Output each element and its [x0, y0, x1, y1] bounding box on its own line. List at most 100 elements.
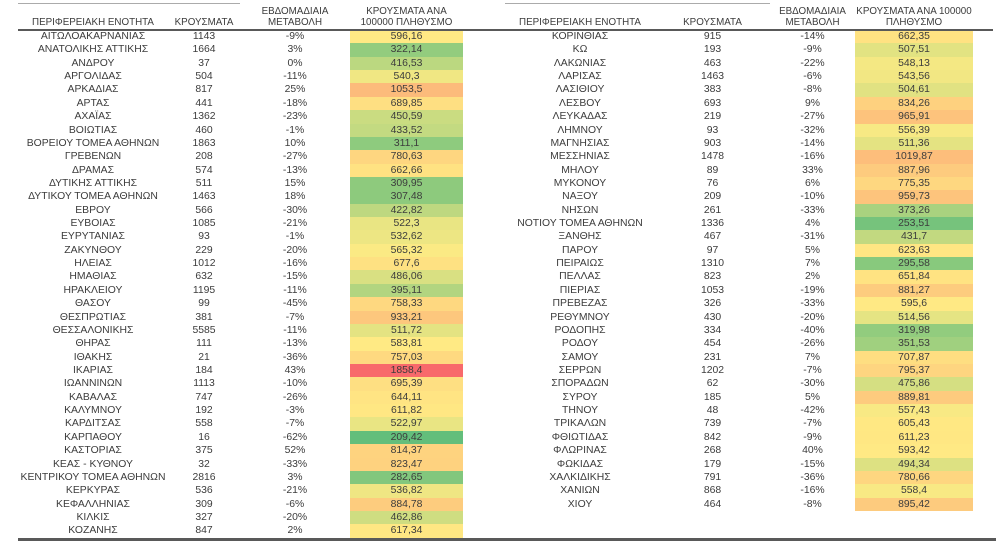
cases-cell: 1310: [700, 258, 725, 270]
region-name-cell: ΠΕΙΡΑΙΩΣ: [556, 258, 604, 270]
cases-cell: 566: [195, 204, 213, 216]
region-name-cell: ΑΡΚΑΔΙΑΣ: [67, 84, 119, 96]
weekly-change-cell: -1%: [285, 231, 305, 243]
table-row: ΔΥΤΙΚΗΣ ΑΤΤΙΚΗΣ 511 15% 309,95: [18, 176, 463, 191]
region-name-cell: ΦΛΩΡΙΝΑΣ: [553, 445, 607, 457]
per-100k-cell: 433,52: [350, 123, 463, 137]
region-name-cell: ΠΕΛΛΑΣ: [559, 271, 601, 283]
table-row: ΒΟΡΕΙΟΥ ΤΟΜΕΑ ΑΘΗΝΩΝ 1863 10% 311,1: [18, 136, 463, 151]
cases-cell: 97: [706, 244, 719, 256]
weekly-change-cell: -20%: [282, 511, 308, 523]
region-name-cell: ΣΕΡΡΩΝ: [558, 364, 602, 376]
per-100k-cell: 644,11: [350, 390, 463, 405]
region-name-cell: ΛΕΣΒΟΥ: [559, 97, 601, 109]
region-name-cell: ΡΕΘΥΜΝΟΥ: [550, 311, 610, 323]
per-100k-cell: 319,98: [855, 323, 973, 338]
per-100k-cell: 486,06: [350, 270, 463, 284]
per-100k-cell: 522,97: [350, 417, 463, 431]
region-name-cell: ΘΕΣΠΡΩΤΙΑΣ: [59, 311, 127, 323]
regional-table-right: ΠΕΡΙΦΕΡΕΙΑΚΗ ΕΝΟΤΗΤΑ ΚΡΟΥΣΜΑΤΑ ΕΒΔΟΜΑΔΙΑ…: [505, 0, 973, 511]
cases-cell: 1143: [192, 31, 216, 42]
region-name-cell: ΒΟΙΩΤΙΑΣ: [68, 124, 118, 136]
per-100k-cell: 895,42: [855, 497, 973, 511]
per-100k-cell: 758,33: [350, 297, 463, 311]
weekly-change-cell: -33%: [800, 204, 825, 216]
per-100k-cell: 309,95: [350, 176, 463, 191]
per-100k-cell: 514,56: [855, 310, 973, 324]
per-100k-cell: 651,84: [855, 270, 973, 284]
per-100k-cell: 536,82: [350, 484, 463, 498]
cases-cell: 903: [703, 137, 722, 149]
table-row: ΚΕΑΣ - ΚΥΘΝΟΥ 32 -33% 823,47: [18, 457, 463, 471]
per-100k-cell: 677,6: [350, 257, 463, 271]
per-100k-cell: 557,43: [855, 404, 973, 418]
region-name-cell: ΝΟΤΙΟΥ ΤΟΜΕΑ ΑΘΗΝΩΝ: [517, 218, 643, 230]
weekly-change-cell: -14%: [800, 137, 825, 149]
weekly-change-cell: -18%: [282, 97, 308, 109]
table-row: ΚΩ 193 -9% 507,51: [505, 43, 973, 57]
per-100k-cell: 834,26: [855, 96, 973, 111]
region-name-cell: ΖΑΚΥΝΘΟΥ: [64, 244, 122, 256]
table-row: ΑΝΑΤΟΛΙΚΗΣ ΑΤΤΙΚΗΣ 1664 3% 322,14: [18, 43, 463, 57]
weekly-change-cell: -15%: [800, 458, 825, 470]
cases-cell: 1362: [192, 111, 216, 123]
per-100k-cell: 814,37: [350, 444, 463, 458]
weekly-change-cell: -7%: [285, 418, 305, 430]
table-row: ΚΕΦΑΛΛΗΝΙΑΣ 309 -6% 884,78: [18, 497, 463, 511]
weekly-change-cell: -1%: [285, 124, 305, 136]
table-row: ΤΡΙΚΑΛΩΝ 739 -7% 605,43: [505, 417, 973, 431]
per-100k-cell: 558,4: [855, 484, 973, 498]
per-100k-cell: 1053,5: [350, 83, 463, 97]
region-name-cell: ΘΑΣΟΥ: [75, 298, 111, 310]
per-100k-cell: 881,27: [855, 283, 973, 298]
per-100k-cell: 617,34: [350, 524, 463, 538]
per-100k-cell: 431,7: [855, 230, 973, 244]
per-100k-cell: 707,87: [855, 350, 973, 364]
weekly-change-cell: 40%: [802, 445, 823, 457]
per-100k-cell: 422,82: [350, 203, 463, 218]
weekly-change-cell: -62%: [282, 431, 308, 443]
column-header-region: ΠΕΡΙΦΕΡΕΙΑΚΗ ΕΝΟΤΗΤΑ: [32, 17, 154, 28]
table-row: ΛΑΣΙΘΙΟΥ 383 -8% 504,61: [505, 83, 973, 97]
per-100k-cell: 583,81: [350, 337, 463, 351]
weekly-change-cell: -33%: [282, 458, 308, 470]
cases-cell: 1664: [192, 44, 216, 56]
table-row: ΦΩΚΙΔΑΣ 179 -15% 494,34: [505, 457, 973, 471]
table-row: ΘΗΡΑΣ 111 -13% 583,81: [18, 337, 463, 351]
table-row: ΜΕΣΣΗΝΙΑΣ 1478 -16% 1019,87: [505, 150, 973, 164]
region-name-cell: ΚΕΦΑΛΛΗΝΙΑΣ: [56, 498, 130, 510]
region-name-cell: ΛΑΡΙΣΑΣ: [558, 71, 602, 83]
cases-cell: 184: [195, 364, 213, 376]
region-name-cell: ΞΑΝΘΗΣ: [558, 231, 602, 243]
table-row: ΑΧΑΪΑΣ 1362 -23% 450,59: [18, 110, 463, 124]
cases-cell: 268: [703, 445, 722, 457]
table-row: ΧΙΟΥ 464 -8% 895,42: [505, 497, 973, 511]
per-100k-cell: 282,65: [350, 470, 463, 485]
table-row: ΘΑΣΟΥ 99 -45% 758,33: [18, 297, 463, 311]
table-row: ΚΑΛΥΜΝΟΥ 192 -3% 611,82: [18, 404, 463, 418]
cases-cell: 1863: [192, 137, 216, 149]
region-name-cell: ΑΝΑΤΟΛΙΚΗΣ ΑΤΤΙΚΗΣ: [37, 44, 149, 56]
weekly-change-cell: -6%: [803, 71, 822, 83]
table-row: ΣΠΟΡΑΔΩΝ 62 -30% 475,86: [505, 377, 973, 391]
region-name-cell: ΗΡΑΚΛΕΙΟΥ: [63, 284, 123, 296]
per-100k-cell: 611,82: [350, 404, 463, 418]
region-name-cell: ΙΚΑΡΙΑΣ: [73, 364, 113, 376]
per-100k-cell: 543,56: [855, 70, 973, 84]
weekly-change-cell: 43%: [284, 364, 306, 376]
table-row: ΑΡΚΑΔΙΑΣ 817 25% 1053,5: [18, 83, 463, 97]
table-row: ΝΟΤΙΟΥ ΤΟΜΕΑ ΑΘΗΝΩΝ 1336 4% 253,51: [505, 217, 973, 231]
region-name-cell: ΙΩΑΝΝΙΝΩΝ: [63, 378, 123, 390]
cases-cell: 823: [703, 271, 722, 283]
cases-cell: 179: [703, 458, 722, 470]
per-100k-cell: 395,11: [350, 283, 463, 298]
weekly-change-cell: 15%: [284, 177, 306, 189]
per-100k-cell: 462,86: [350, 510, 463, 525]
cases-cell: 460: [195, 124, 213, 136]
cases-cell: 511: [195, 177, 213, 189]
cases-cell: 209: [703, 191, 722, 203]
per-100k-cell: 532,62: [350, 230, 463, 244]
weekly-change-cell: 6%: [804, 177, 821, 189]
cases-cell: 32: [198, 458, 210, 470]
region-name-cell: ΚΙΛΚΙΣ: [76, 511, 110, 523]
